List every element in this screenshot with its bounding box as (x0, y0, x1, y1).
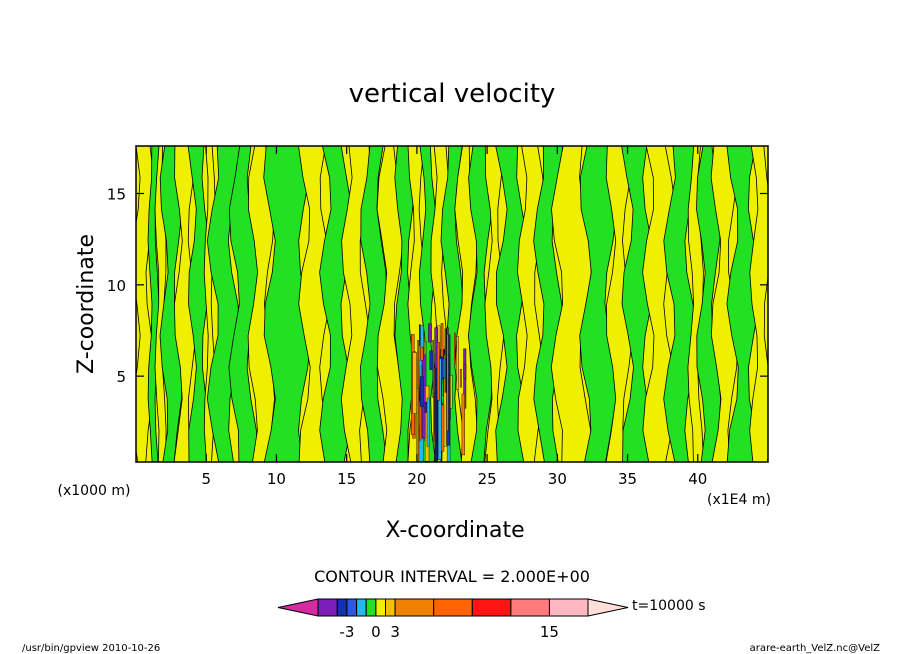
x-tick-label: 30 (548, 470, 567, 488)
plot-frame (135, 145, 769, 463)
y-tick-label: 5 (116, 368, 126, 386)
colorbar-segment (317, 598, 338, 617)
contour-interval-text: CONTOUR INTERVAL = 2.000E+00 (314, 567, 590, 586)
y-tick-label: 15 (107, 185, 126, 203)
velocity-band (484, 146, 506, 462)
velocity-band (710, 146, 739, 462)
storm-streak (416, 388, 419, 462)
storm-streak (412, 352, 417, 414)
colorbar-segment (365, 598, 377, 617)
storm-streak (436, 342, 440, 401)
colorbar-segment (385, 598, 396, 617)
velocity-band (359, 146, 388, 462)
time-label: t=10000 s (632, 598, 706, 614)
x-tick-label: 15 (337, 470, 356, 488)
storm-streak (432, 340, 434, 398)
colorbar-tick-label: 3 (390, 623, 400, 641)
velocity-band (726, 146, 761, 462)
x-tick-label: 20 (407, 470, 426, 488)
velocity-band (749, 146, 768, 462)
storm-streak (463, 364, 467, 379)
velocity-band (394, 146, 416, 462)
colorbar-tick-label: 0 (371, 623, 381, 641)
storm-streak (424, 401, 428, 413)
colorbar-segment (336, 598, 348, 617)
storm-streak (426, 397, 430, 447)
velocity-band (467, 146, 494, 462)
storm-streak (454, 332, 456, 365)
plot-area (136, 146, 768, 462)
storm-streak (419, 324, 421, 346)
storm-streak (428, 323, 432, 343)
colorbar-segment (356, 598, 367, 617)
velocity-band (173, 146, 197, 462)
footer-right: arare-earth_VelZ.nc@VelZ (750, 643, 881, 654)
storm-streak (419, 404, 422, 441)
colorbar-segment (375, 598, 386, 617)
chart-title: vertical velocity (349, 79, 556, 109)
storm-streak (420, 376, 424, 407)
velocity-band (159, 146, 183, 462)
colorbar-tick-label: 15 (540, 623, 559, 641)
storm-streak (456, 336, 459, 390)
storm-streak (459, 369, 462, 388)
colorbar-segment (548, 598, 589, 617)
colorbar-segment (471, 598, 512, 617)
velocity-band (605, 146, 634, 462)
colorbar-segment (346, 598, 357, 617)
storm-streak (449, 375, 453, 409)
velocity-band (147, 146, 160, 462)
y-axis-ticks: 5 10 15 (107, 185, 768, 386)
storm-core (411, 323, 467, 462)
colorbar-tick-label: -3 (339, 623, 354, 641)
velocity-bands (136, 146, 768, 462)
y-unit-note: (x1000 m) (58, 483, 131, 499)
colorbar-left-arrow (277, 598, 319, 617)
storm-streak (435, 367, 437, 462)
colorbar-segment (394, 598, 435, 617)
x-tick-label: 5 (201, 470, 211, 488)
colorbar: -3 0 3 15 (277, 598, 629, 641)
x-axis-label: X-coordinate (385, 518, 524, 543)
velocity-band (533, 146, 564, 462)
colorbar-segment (510, 598, 550, 617)
x-unit-note: (x1E4 m) (707, 492, 771, 508)
storm-streak (461, 393, 465, 456)
colorbar-right-arrow (587, 598, 629, 617)
velocity-band (579, 146, 618, 462)
y-axis-label: Z-coordinate (74, 234, 99, 374)
storm-streak (446, 334, 449, 431)
x-tick-label: 40 (688, 470, 707, 488)
velocity-band (263, 146, 311, 462)
velocity-band (247, 146, 275, 462)
x-axis-ticks: 5 10 15 20 25 30 35 40 (201, 146, 707, 488)
footer-left: /usr/bin/gpview 2010-10-26 (22, 643, 160, 654)
y-tick-label: 10 (107, 277, 126, 295)
colorbar-segment (433, 598, 473, 617)
x-tick-label: 10 (267, 470, 286, 488)
storm-streak (444, 328, 447, 393)
storm-streak (420, 346, 424, 361)
x-tick-label: 25 (478, 470, 497, 488)
x-tick-label: 35 (618, 470, 637, 488)
velocity-band (407, 146, 427, 462)
